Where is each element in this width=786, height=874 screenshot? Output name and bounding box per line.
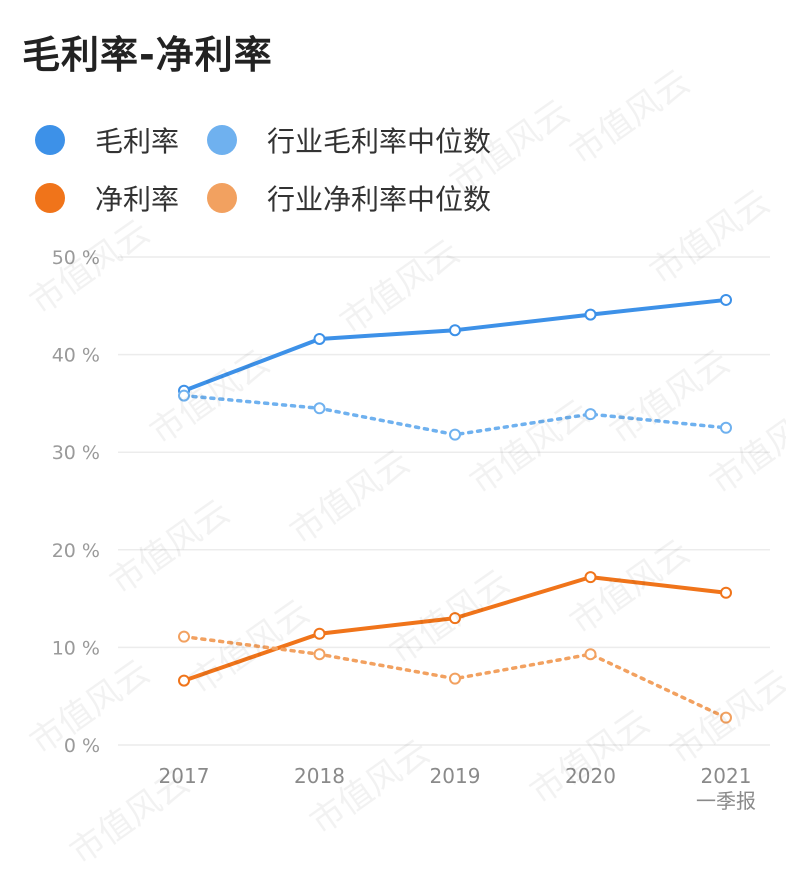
y-tick-label: 30 % [52,442,100,464]
data-point [584,571,597,584]
legend-label: 行业净利率中位数 [267,183,492,216]
legend-swatch [207,183,237,213]
data-point [449,324,461,337]
data-point [449,612,461,625]
y-tick-label: 0 % [64,735,100,757]
data-point [178,674,190,687]
legend-label: 行业毛利率中位数 [267,125,492,158]
x-tick-label: 2018 [294,764,345,788]
legend-label: 净利率 [95,183,180,216]
data-point [313,627,326,640]
data-point [584,408,597,421]
legend-label: 毛利率 [95,125,180,158]
x-tick-sublabel: 一季报 [696,789,756,813]
data-point [584,648,597,661]
data-point [449,428,461,441]
x-tick-label: 2020 [565,764,616,788]
data-point [720,421,732,434]
legend-swatch [35,183,65,213]
chart-title: 毛利率-净利率 [22,33,273,77]
x-tick-label: 2021 [701,764,752,788]
y-tick-label: 10 % [52,637,100,659]
x-tick-label: 2017 [159,764,210,788]
data-point [584,308,597,321]
data-point [720,586,732,599]
y-tick-label: 40 % [52,345,100,367]
data-point [313,332,326,345]
data-point [178,630,190,643]
data-point [178,389,190,402]
x-tick-label: 2019 [430,764,481,788]
legend-item-net-margin[interactable]: 净利率 [35,176,179,220]
data-point [449,672,461,685]
legend-swatch [35,125,65,155]
legend-swatch [207,125,237,155]
series-line [182,297,728,393]
data-point [313,402,326,415]
data-point [313,648,326,661]
legend-item-gross-margin[interactable]: 毛利率 [35,118,179,162]
data-point [720,293,732,306]
series-line [182,575,728,683]
line-chart: 0 % 10 % 20 % 30 % 40 % 50 % 2017 2018 2019 2020 2… [52,247,770,813]
data-point [720,711,732,724]
legend-item-industry-net-margin[interactable]: 行业净利率中位数 [207,176,491,220]
y-tick-label: 20 % [52,540,100,562]
legend-item-industry-gross-margin[interactable]: 行业毛利率中位数 [207,118,491,162]
y-tick-label: 50 % [52,247,100,269]
